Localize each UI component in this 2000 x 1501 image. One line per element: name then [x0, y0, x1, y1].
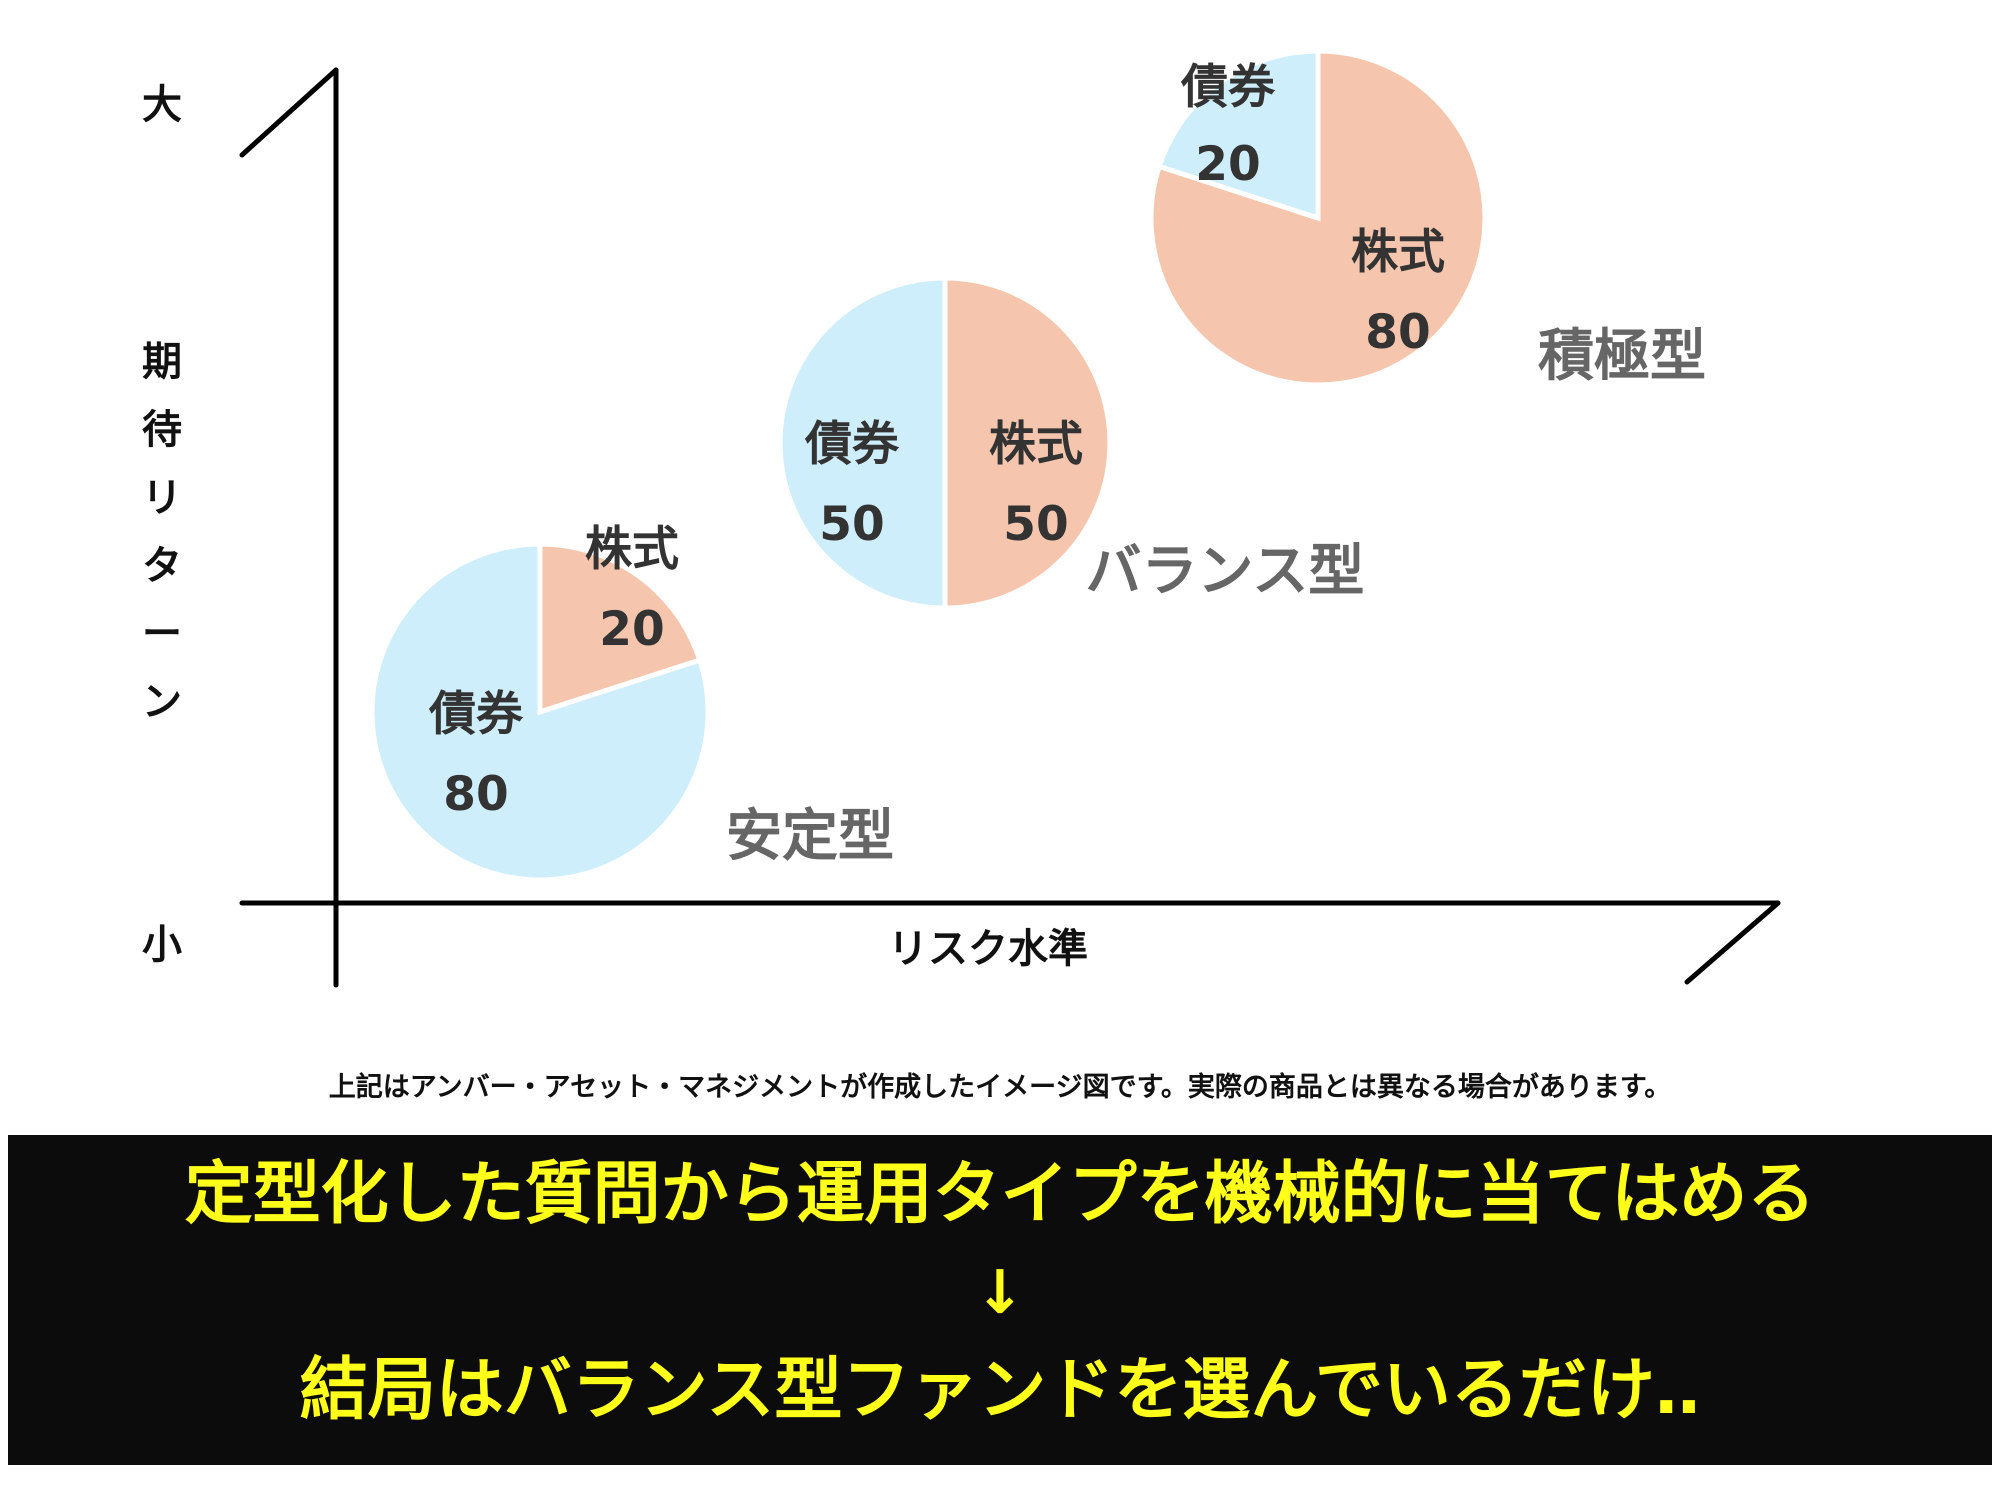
pie-slice — [537, 541, 703, 716]
pie-charts: 株式 20 債券 80 安定型 株式 50 債券 50 バランス型 株式 80 債券 20 積極型 — [369, 48, 1706, 883]
slice-value: 80 — [443, 767, 508, 822]
slice-label: 株式 — [989, 417, 1083, 472]
pie-1: 株式 20 債券 80 安定型 — [369, 522, 894, 883]
banner-line-2: 結局はバランス型ファンドを選んでいるだけ‥ — [299, 1351, 1701, 1430]
pie-3: 株式 80 債券 20 積極型 — [1148, 48, 1706, 389]
y-axis-arrow-stroke — [239, 67, 339, 158]
pie-slice — [369, 541, 711, 883]
pie-slice — [1156, 48, 1321, 222]
y-axis-title-char: 待 — [142, 407, 182, 453]
y-axis-title-char: ー — [142, 611, 182, 657]
pie-slice — [777, 275, 948, 611]
y-axis-title-char: 期 — [142, 339, 182, 385]
y-axis-title-char: タ — [142, 543, 182, 589]
conclusion-banner: 定型化した質問から運用タイプを機械的に当てはめる ↓ 結局はバランス型ファンドを… — [8, 1135, 1992, 1465]
pie-2: 株式 50 債券 50 バランス型 — [777, 275, 1365, 611]
y-axis-title-char: ン — [142, 679, 182, 725]
portfolio-type-label: バランス型 — [1086, 539, 1365, 604]
y-axis-title-char: リ — [142, 475, 182, 521]
slice-value: 20 — [599, 602, 664, 657]
slice-value: 50 — [819, 497, 884, 552]
slice-label: 債券 — [428, 687, 524, 742]
portfolio-type-label: 積極型 — [1538, 324, 1706, 389]
pie-slice — [942, 275, 1113, 611]
y-axis-high-label: 大 — [142, 82, 182, 128]
slice-label: 株式 — [1351, 225, 1445, 280]
banner-arrow: ↓ — [974, 1258, 1026, 1328]
disclaimer-note: 上記はアンバー・アセット・マネジメントが作成したイメージ図です。実際の商品とは異… — [328, 1072, 1672, 1103]
portfolio-type-label: 安定型 — [726, 804, 894, 869]
slice-value: 50 — [1003, 497, 1068, 552]
y-axis-low-label: 小 — [142, 922, 182, 968]
banner-line-1: 定型化した質問から運用タイプを機械的に当てはめる — [184, 1155, 1816, 1234]
slice-label: 債券 — [804, 417, 900, 472]
slice-value: 20 — [1195, 137, 1260, 192]
x-axis-arrow-stroke — [1684, 900, 1781, 985]
pie-slice — [1148, 48, 1488, 388]
x-axis-title: リスク水準 — [888, 926, 1088, 972]
slice-label: 債券 — [1180, 60, 1276, 115]
slice-label: 株式 — [585, 522, 679, 577]
slice-value: 80 — [1365, 305, 1430, 360]
